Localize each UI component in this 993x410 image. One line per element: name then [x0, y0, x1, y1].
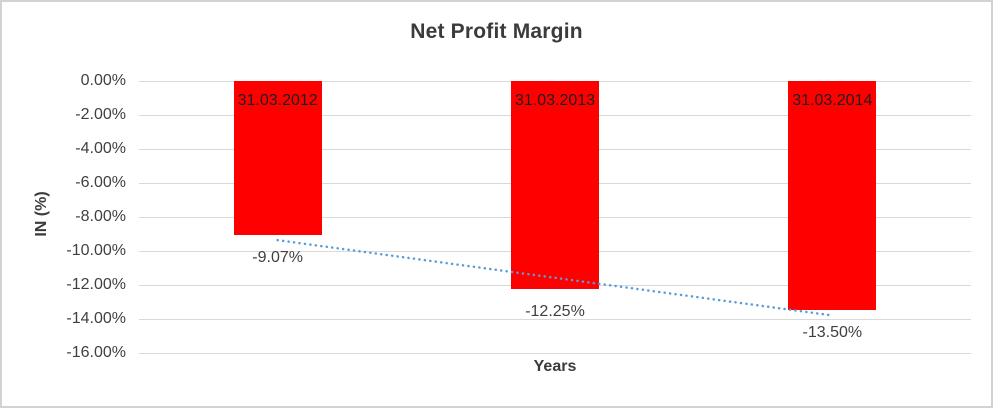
y-axis-tick-label: -6.00%: [75, 173, 126, 191]
bar-category-label: 31.03.2012: [237, 91, 318, 109]
y-axis-tick-label: -16.00%: [66, 343, 126, 361]
y-axis-tick-label: -4.00%: [75, 139, 126, 157]
bar-category-label: 31.03.2013: [514, 91, 596, 109]
bar-value-label: -9.07%: [252, 248, 303, 266]
y-axis-tick-label: -12.00%: [66, 275, 126, 293]
y-axis-tick-label: -8.00%: [75, 207, 126, 225]
gridline: [139, 318, 971, 320]
gridline: [139, 352, 971, 354]
y-axis-tick-label: 0.00%: [80, 71, 126, 89]
y-axis-tick-label: -10.00%: [66, 241, 126, 259]
bar-category-label: 31.03.2014: [792, 91, 873, 109]
x-axis-title: Years: [533, 358, 577, 375]
bar: [511, 80, 599, 289]
bar-value-label: -13.50%: [802, 324, 863, 341]
bar-value-label: -12.25%: [525, 302, 585, 320]
y-axis-tick-label: -2.00%: [75, 105, 126, 123]
chart-title: Net Profit Margin: [410, 20, 583, 43]
bar: [788, 80, 877, 310]
y-axis-tick-label: -14.00%: [66, 309, 126, 327]
bar: [233, 80, 322, 235]
